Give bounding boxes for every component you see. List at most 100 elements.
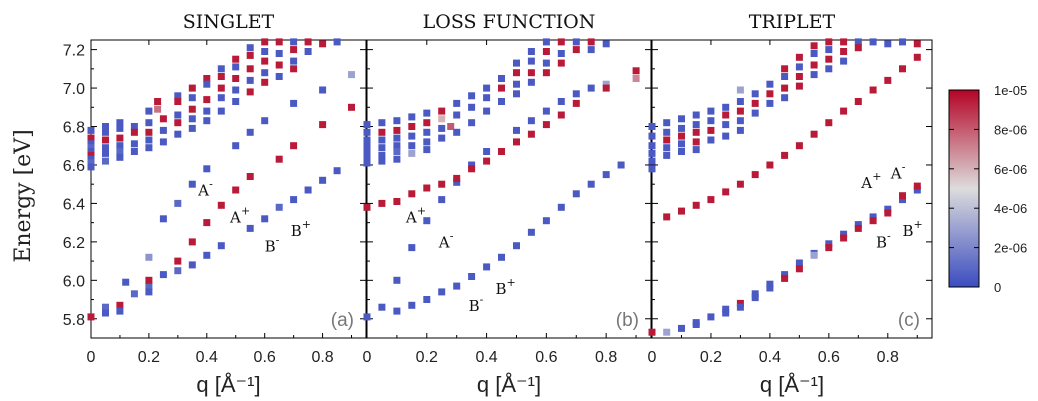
data-point: [447, 123, 455, 130]
data-point: [869, 217, 877, 225]
data-point: [678, 140, 685, 148]
panel-1: SINGLET 0 0.2 0.4 0.6 0.8 5.8 6.0 6.2 6.4 6.6 6.8 7.…: [63, 11, 367, 397]
data-point: [290, 46, 298, 54]
data-point: [663, 328, 671, 336]
data-point: [145, 282, 153, 290]
data-point: [188, 115, 196, 123]
data-point: [587, 180, 595, 188]
data-point: [781, 151, 789, 159]
data-point: [319, 176, 327, 184]
x-tick-label: 0: [87, 349, 96, 366]
data-point: [378, 303, 386, 311]
data-point: [663, 119, 671, 127]
data-point: [408, 149, 416, 157]
data-point: [116, 307, 124, 315]
data-point: [602, 84, 610, 92]
mode-annotation: B: [876, 234, 887, 252]
data-point: [438, 196, 446, 204]
data-point: [275, 50, 283, 57]
data-point: [261, 215, 269, 223]
data-point: [513, 90, 520, 98]
data-point: [102, 157, 109, 165]
data-point: [275, 203, 283, 211]
data-point: [663, 213, 671, 221]
data-point: [145, 128, 153, 136]
x-tick-label: 0: [363, 349, 372, 366]
data-point: [632, 75, 640, 82]
data-point: [648, 132, 656, 140]
data-point: [408, 301, 416, 309]
data-point: [781, 274, 789, 282]
data-point: [145, 276, 153, 284]
data-point: [290, 142, 298, 150]
data-point: [102, 123, 109, 130]
data-point: [884, 209, 892, 217]
data-points: [363, 38, 640, 321]
data-point: [232, 86, 240, 94]
data-point: [498, 98, 505, 105]
data-point: [678, 115, 685, 123]
data-point: [527, 78, 535, 86]
data-point: [678, 132, 685, 140]
mode-annotation-sign: +: [507, 276, 516, 289]
data-point: [751, 290, 759, 298]
data-point: [572, 90, 580, 98]
data-point: [602, 80, 610, 88]
data-point: [453, 282, 461, 290]
data-point: [840, 107, 848, 115]
y-tick-label: 6.4: [63, 196, 85, 213]
mode-annotation: A: [438, 234, 450, 252]
data-point: [275, 38, 283, 46]
data-point: [840, 48, 848, 55]
data-point: [899, 38, 906, 46]
data-point: [393, 198, 401, 205]
data-point: [438, 124, 446, 132]
data-point: [542, 69, 550, 77]
data-point: [766, 284, 774, 292]
data-point: [203, 75, 211, 82]
data-point: [663, 144, 671, 152]
data-point: [483, 107, 491, 115]
data-point: [363, 153, 371, 161]
data-point: [453, 128, 461, 136]
mode-annotation-sign: +: [872, 170, 881, 183]
data-point: [751, 294, 759, 302]
y-tick-label: 5.8: [63, 312, 85, 329]
data-point: [542, 107, 550, 115]
x-tick-label: 0.6: [535, 349, 557, 366]
data-point: [393, 148, 401, 155]
data-point: [766, 90, 774, 98]
data-point: [648, 328, 656, 336]
x-axis-label: q [Å⁻¹]: [760, 372, 824, 397]
panel-title: LOSS FUNCTION: [423, 11, 596, 33]
data-point: [781, 271, 789, 279]
data-point: [217, 65, 225, 73]
mode-annotation-sign: -: [887, 230, 891, 243]
data-point: [648, 157, 656, 165]
data-point: [145, 288, 153, 296]
data-point: [87, 134, 95, 142]
data-point: [825, 240, 833, 248]
data-point: [275, 155, 283, 163]
data-point: [246, 65, 254, 73]
data-point: [678, 207, 685, 215]
data-point: [542, 59, 550, 67]
colorbar-tick-label: 6e-06: [994, 162, 1027, 177]
data-point: [378, 199, 386, 207]
data-point: [217, 84, 225, 92]
data-point: [692, 201, 700, 209]
data-point: [557, 59, 565, 67]
data-point: [261, 69, 269, 77]
data-point: [246, 44, 254, 52]
data-point: [159, 126, 167, 134]
panels-layer: SINGLET 0 0.2 0.4 0.6 0.8 5.8 6.0 6.2 6.4 6.6 6.8 7.…: [63, 11, 933, 397]
data-point: [913, 186, 921, 194]
data-point: [159, 138, 167, 146]
data-point: [188, 84, 196, 92]
data-point: [232, 142, 240, 150]
data-point: [766, 99, 774, 107]
data-point: [438, 115, 446, 123]
data-point: [840, 38, 848, 46]
